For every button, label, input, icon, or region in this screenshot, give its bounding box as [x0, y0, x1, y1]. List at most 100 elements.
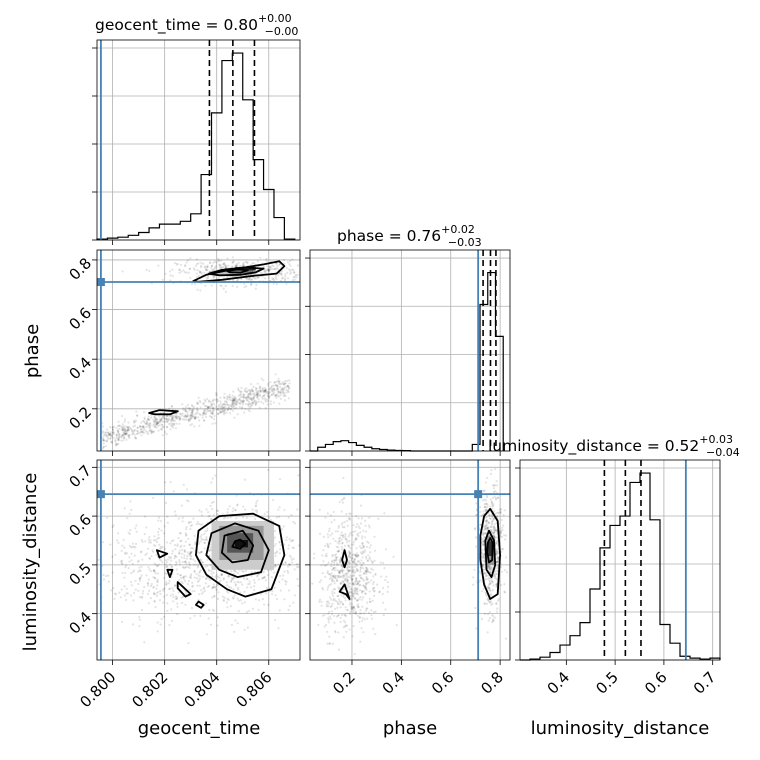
- sample-point: [350, 607, 353, 611]
- sample-point: [361, 619, 364, 622]
- sample-point: [112, 431, 115, 434]
- sample-point: [141, 431, 144, 434]
- sample-point: [156, 418, 159, 422]
- sample-point: [161, 278, 164, 281]
- sample-point: [166, 420, 169, 423]
- sample-point: [351, 607, 354, 610]
- sample-point: [365, 576, 368, 579]
- sample-point: [268, 265, 271, 268]
- sample-point: [212, 407, 215, 410]
- sample-point: [481, 540, 484, 543]
- sample-point: [267, 468, 270, 472]
- sample-point: [222, 263, 225, 266]
- sample-point: [261, 388, 264, 391]
- sample-point: [357, 605, 360, 609]
- sample-point: [187, 579, 190, 583]
- sample-point: [347, 569, 350, 572]
- sample-point: [232, 399, 235, 402]
- sample-point: [279, 272, 283, 275]
- sample-point: [210, 266, 213, 269]
- sample-point: [190, 524, 194, 527]
- sample-point: [494, 574, 497, 577]
- sample-point: [341, 534, 345, 537]
- sample-point: [115, 426, 118, 430]
- sample-point: [134, 437, 138, 440]
- sample-point: [326, 545, 329, 548]
- sample-point: [174, 513, 177, 517]
- sample-point: [339, 620, 342, 624]
- sample-point: [263, 393, 266, 396]
- sample-point: [226, 408, 229, 411]
- sample-point: [249, 396, 252, 399]
- sample-point: [212, 514, 215, 517]
- sample-point: [183, 548, 186, 552]
- sample-point: [192, 405, 195, 409]
- sample-point: [355, 552, 358, 555]
- sample-point: [348, 628, 351, 631]
- sample-point: [189, 574, 193, 577]
- sample-point: [213, 594, 216, 598]
- sample-point: [282, 390, 285, 394]
- sample-point: [277, 268, 280, 271]
- sample-point: [276, 385, 279, 388]
- sample-point: [155, 421, 158, 424]
- sample-point: [160, 529, 163, 532]
- sample-point: [165, 573, 168, 576]
- sample-point: [284, 382, 287, 385]
- sample-point: [213, 275, 216, 278]
- sample-point: [190, 404, 193, 407]
- sample-point: [221, 403, 224, 406]
- sample-point: [223, 412, 226, 415]
- sample-point: [148, 430, 151, 433]
- sample-point: [342, 476, 345, 479]
- sample-point: [177, 537, 180, 540]
- sample-point: [395, 624, 398, 627]
- sample-point: [247, 395, 250, 399]
- histogram-step: [96, 52, 296, 240]
- sample-point: [335, 557, 338, 560]
- sample-point: [185, 415, 188, 418]
- sample-point: [361, 578, 364, 581]
- sample-point: [349, 552, 352, 555]
- sample-point: [236, 586, 239, 590]
- sample-point: [338, 576, 341, 579]
- sample-point: [117, 532, 120, 535]
- sample-point: [360, 564, 364, 567]
- sample-point: [102, 438, 105, 442]
- y-axis-label: luminosity_distance: [20, 473, 41, 652]
- sample-point: [331, 602, 334, 605]
- sample-point: [349, 612, 352, 615]
- sample-point: [148, 422, 151, 425]
- sample-point: [121, 562, 124, 566]
- sample-point: [154, 425, 157, 428]
- sample-point: [492, 619, 495, 623]
- sample-point: [334, 576, 337, 580]
- sample-point: [283, 383, 286, 386]
- sample-point: [255, 401, 258, 404]
- sample-point: [198, 593, 201, 596]
- sample-point: [179, 574, 182, 577]
- sample-point: [487, 522, 490, 525]
- sample-point: [355, 564, 358, 567]
- sample-point: [338, 540, 341, 543]
- sample-point: [211, 411, 214, 415]
- sample-point: [275, 274, 278, 277]
- sample-point: [504, 569, 507, 572]
- sample-point: [136, 430, 139, 433]
- sample-point: [211, 411, 214, 414]
- sample-point: [212, 586, 215, 589]
- sample-point: [193, 534, 196, 538]
- sample-point: [209, 261, 212, 264]
- sample-point: [359, 567, 362, 570]
- sample-point: [183, 415, 186, 418]
- sample-point: [129, 426, 132, 430]
- sample-point: [288, 268, 291, 271]
- sample-point: [339, 534, 342, 537]
- sample-point: [170, 419, 173, 422]
- sample-point: [178, 559, 181, 562]
- sample-point: [381, 592, 384, 596]
- sample-point: [162, 532, 166, 535]
- sample-point: [162, 601, 165, 604]
- sample-point: [231, 394, 234, 397]
- sample-point: [333, 561, 336, 565]
